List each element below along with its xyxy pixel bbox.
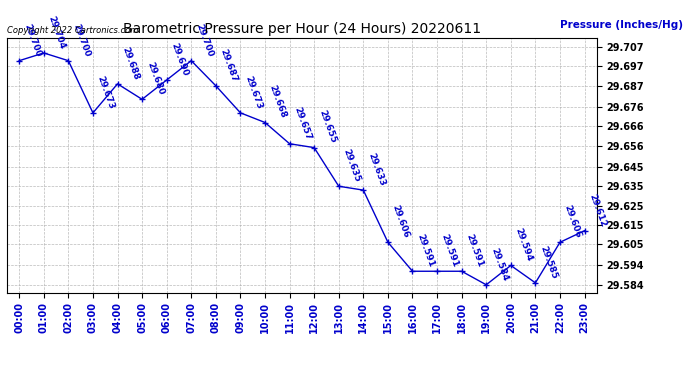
Text: Pressure (Inches/Hg): Pressure (Inches/Hg) (560, 20, 683, 30)
Text: 29.585: 29.585 (538, 244, 558, 280)
Title: Barometric Pressure per Hour (24 Hours) 20220611: Barometric Pressure per Hour (24 Hours) … (123, 22, 481, 36)
Text: 29.584: 29.584 (489, 246, 509, 282)
Text: 29.673: 29.673 (243, 74, 264, 110)
Text: 29.655: 29.655 (317, 109, 337, 145)
Text: 29.700: 29.700 (194, 22, 215, 58)
Text: 29.700: 29.700 (71, 22, 92, 58)
Text: 29.668: 29.668 (268, 84, 288, 120)
Text: 29.657: 29.657 (293, 105, 313, 141)
Text: 29.673: 29.673 (96, 74, 116, 110)
Text: 29.606: 29.606 (391, 204, 411, 240)
Text: 29.688: 29.688 (120, 45, 141, 81)
Text: 29.700: 29.700 (22, 22, 42, 58)
Text: 29.635: 29.635 (342, 148, 362, 183)
Text: 29.591: 29.591 (415, 232, 435, 268)
Text: 29.704: 29.704 (46, 14, 67, 50)
Text: 29.690: 29.690 (170, 42, 190, 77)
Text: 29.680: 29.680 (145, 61, 165, 96)
Text: 29.594: 29.594 (513, 227, 534, 262)
Text: 29.612: 29.612 (587, 192, 608, 228)
Text: 29.633: 29.633 (366, 152, 386, 188)
Text: 29.591: 29.591 (464, 232, 485, 268)
Text: 29.687: 29.687 (219, 47, 239, 83)
Text: Copyright 2022 Cartronics.com: Copyright 2022 Cartronics.com (7, 26, 138, 35)
Text: 29.591: 29.591 (440, 232, 460, 268)
Text: 29.606: 29.606 (563, 204, 583, 240)
